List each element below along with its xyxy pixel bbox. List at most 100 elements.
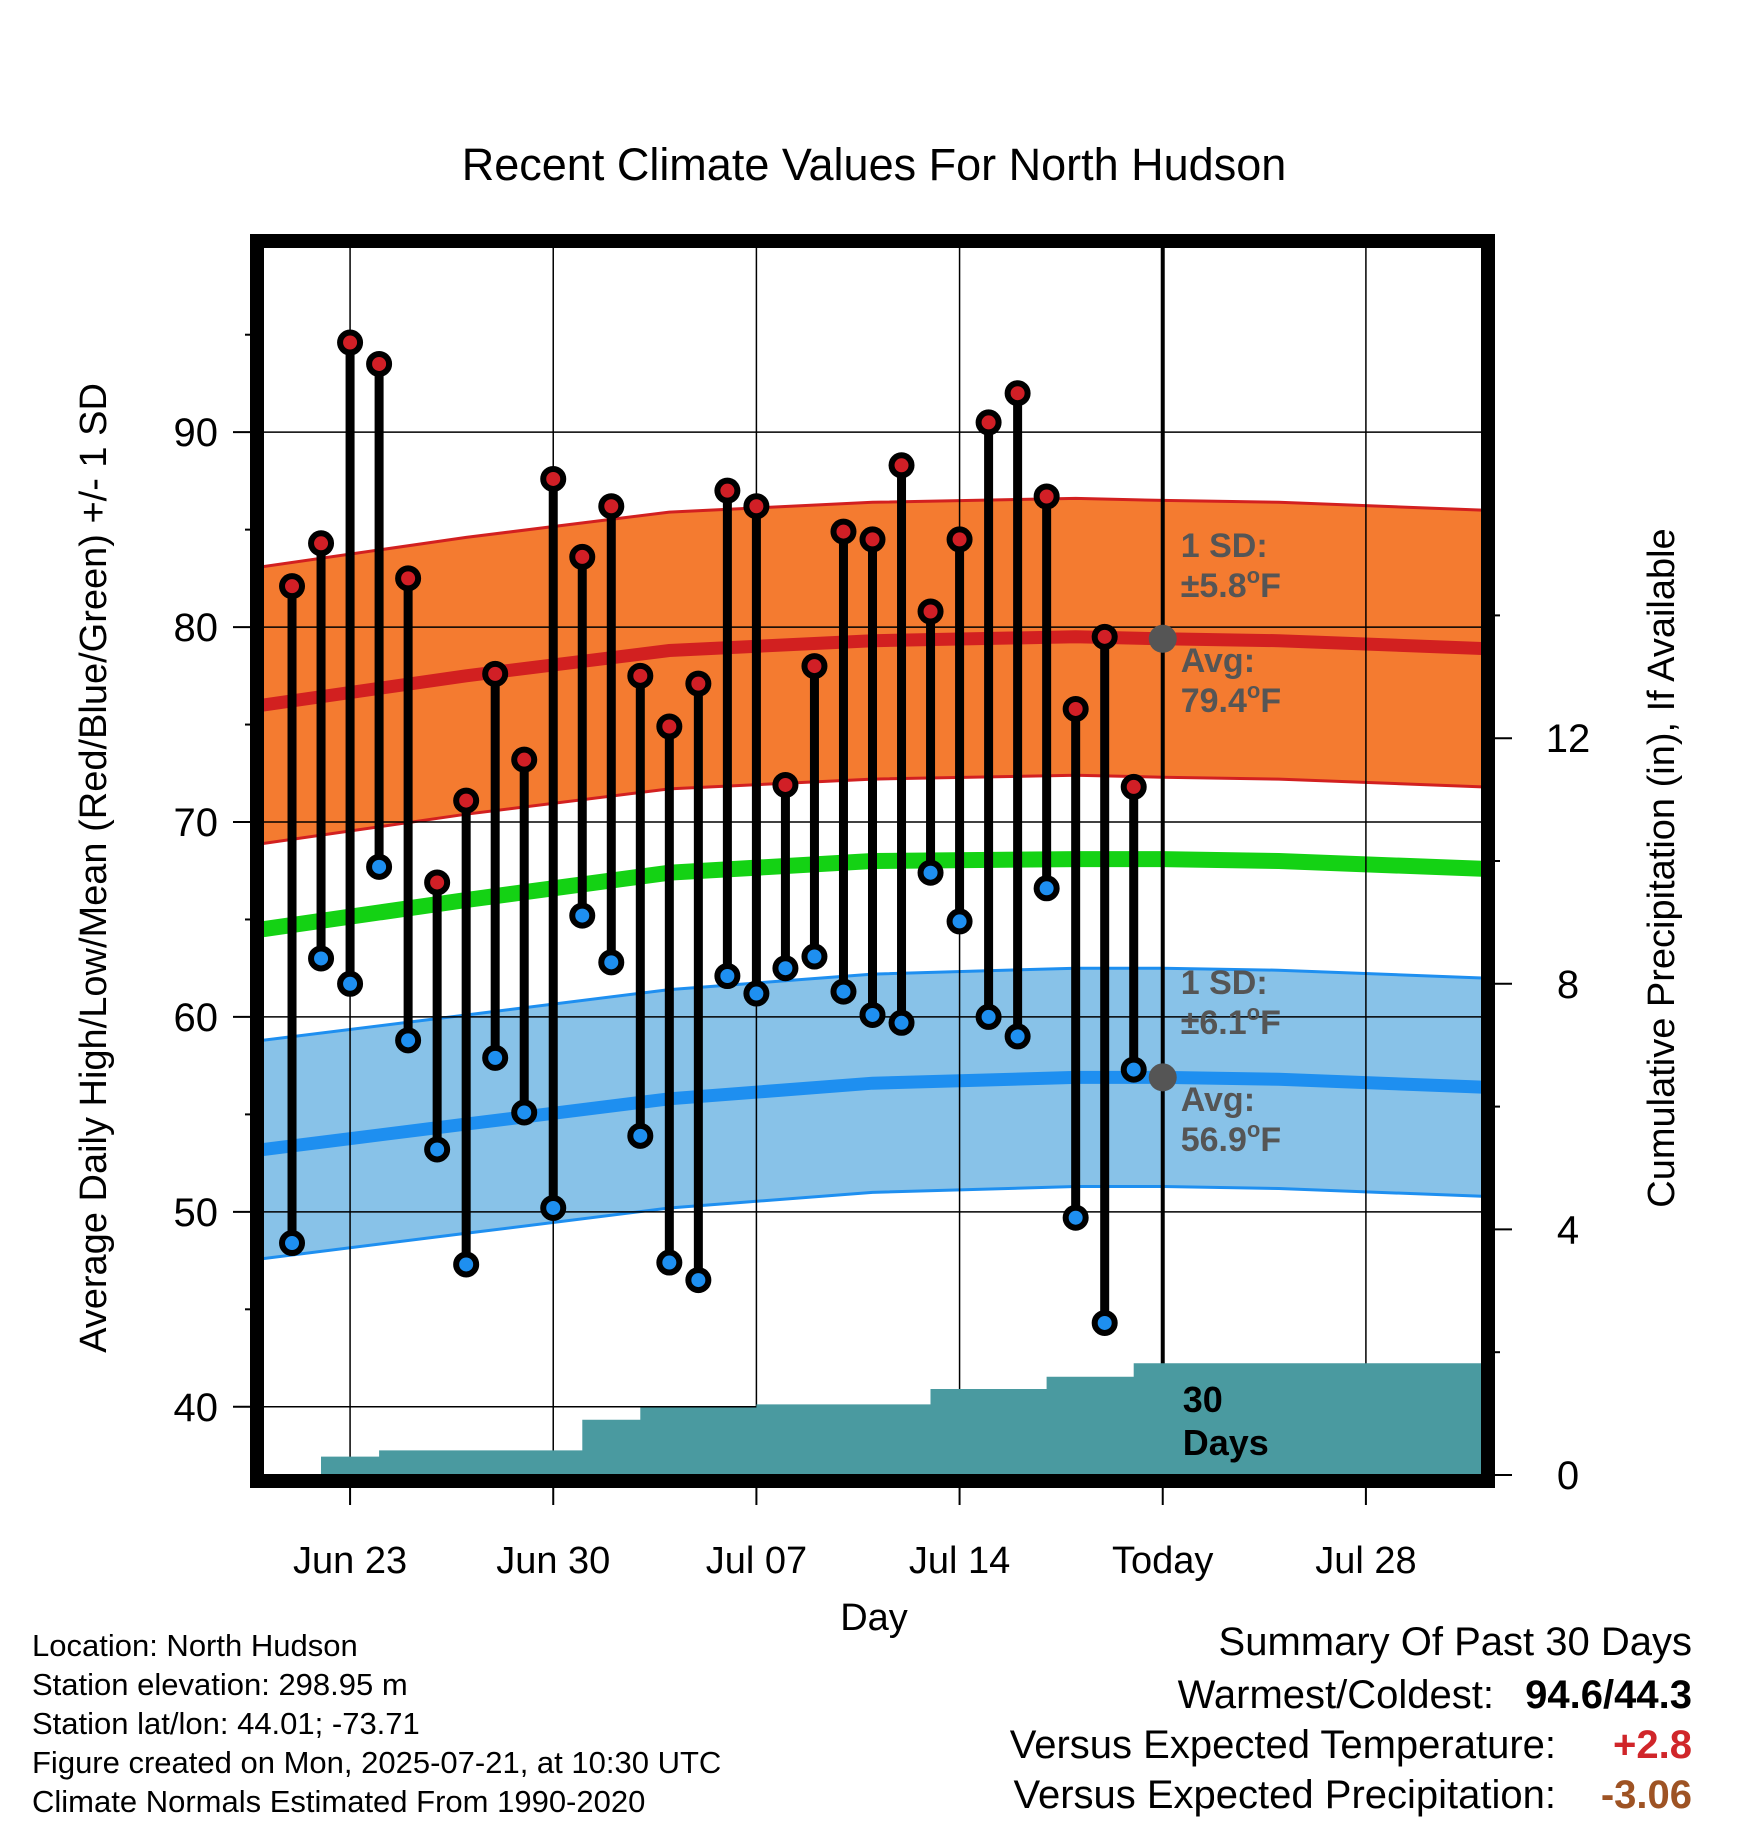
high-point: [859, 526, 886, 553]
low-point: [888, 1009, 915, 1036]
low-normal-line: [263, 1070, 1482, 1156]
x-tick-label: Jul 28: [1315, 1540, 1416, 1582]
low-band-upper-edge: [263, 966, 1482, 1042]
low-point: [946, 908, 973, 935]
summary-temp-row: Versus Expected Temperature: +2.8: [1010, 1720, 1692, 1770]
low-point: [772, 955, 799, 982]
unit-label: F: [1260, 567, 1281, 605]
summary-panel: Summary Of Past 30 Days Warmest/Coldest:…: [1010, 1618, 1692, 1820]
degree-symbol: o: [1247, 563, 1260, 588]
summary-heading: Summary Of Past 30 Days: [1218, 1620, 1692, 1664]
summary-precip-row: Versus Expected Precipitation: -3.06: [1010, 1770, 1692, 1820]
degree-symbol: o: [1247, 1117, 1260, 1142]
low-point: [801, 943, 828, 970]
high-point: [830, 518, 857, 545]
high-point: [1120, 773, 1147, 800]
low-point: [395, 1027, 422, 1054]
y2-tick-label: 4: [1557, 1208, 1579, 1252]
high-point: [395, 565, 422, 592]
low-point: [1062, 1204, 1089, 1231]
y2-tick-label: 0: [1557, 1454, 1579, 1498]
y2-tick-label: 12: [1546, 717, 1591, 761]
high-point: [337, 329, 364, 356]
low-sd-label: 1 SD:: [1181, 964, 1268, 1002]
high-avg-value: 79.4oF: [1181, 678, 1281, 720]
y-tick-label: 80: [174, 606, 219, 650]
low-point: [511, 1099, 538, 1126]
warmest-label: Warmest/Coldest:: [1177, 1673, 1494, 1717]
low-point: [598, 949, 625, 976]
high-point: [801, 653, 828, 680]
low-point: [1004, 1023, 1031, 1050]
high-point: [656, 713, 683, 740]
days-label-text: Days: [1183, 1422, 1269, 1463]
precipitation-area: [263, 1363, 1482, 1475]
high-today-marker: [1148, 624, 1177, 653]
high-sd-value: ±5.8oF: [1181, 563, 1281, 605]
low-avg-value-number: 56.9: [1181, 1121, 1247, 1159]
y-tick-label: 50: [174, 1191, 219, 1235]
x-tick-label: Today: [1112, 1540, 1213, 1582]
high-point: [569, 543, 596, 570]
high-point: [366, 350, 393, 377]
high-band-upper-edge: [263, 496, 1482, 569]
low-point: [714, 963, 741, 990]
unit-label: F: [1260, 682, 1281, 720]
latlon-text: Station lat/lon: 44.01; -73.71: [32, 1706, 420, 1741]
y-tick-label: 90: [174, 411, 219, 455]
x-tick-label: Jul 14: [909, 1540, 1010, 1582]
high-point: [946, 526, 973, 553]
x-tick-label: Jun 23: [293, 1540, 407, 1582]
high-point: [424, 869, 451, 896]
low-point: [917, 859, 944, 886]
low-point: [975, 1003, 1002, 1030]
high-sd-label: 1 SD:: [1181, 527, 1268, 565]
low-point: [830, 978, 857, 1005]
precip-value: -3.06: [1600, 1773, 1692, 1817]
low-point: [656, 1249, 683, 1276]
normals-text: Climate Normals Estimated From 1990-2020: [32, 1784, 646, 1819]
low-avg-label: Avg:: [1181, 1081, 1255, 1119]
unit-label: F: [1260, 1121, 1281, 1159]
low-point: [366, 853, 393, 880]
low-point: [279, 1230, 306, 1257]
high-avg-value-number: 79.4: [1181, 682, 1247, 720]
high-point: [598, 493, 625, 520]
temp-label: Versus Expected Temperature:: [1009, 1723, 1556, 1767]
high-point: [743, 493, 770, 520]
high-point: [627, 662, 654, 689]
high-point: [772, 771, 799, 798]
high-point: [917, 598, 944, 625]
axes-layer: 40 50 60 70 80 90 0 4 8 12 Jun 23 Jun 30 Jul 07 Jul 1…: [174, 234, 1591, 1582]
low-point: [1091, 1309, 1118, 1336]
degree-symbol: o: [1247, 678, 1260, 703]
low-sd-value: ±6.1oF: [1181, 1000, 1281, 1042]
high-sd-value-number: ±5.8: [1181, 567, 1247, 605]
y2-axis-label: Cumulative Precipitation (in), If Availa…: [1641, 528, 1683, 1207]
high-point: [714, 477, 741, 504]
low-point: [569, 902, 596, 929]
low-point: [540, 1194, 567, 1221]
low-point: [453, 1251, 480, 1278]
precipitation-layer: [263, 1363, 1482, 1475]
low-point: [424, 1136, 451, 1163]
precip-label: Versus Expected Precipitation:: [1013, 1773, 1556, 1817]
warmest-value: 94.6/44.3: [1525, 1673, 1692, 1717]
low-point: [482, 1044, 509, 1071]
y-tick-label: 60: [174, 996, 219, 1040]
x-tick-label: Jul 07: [706, 1540, 807, 1582]
low-point: [627, 1122, 654, 1149]
low-band-lower-edge: [263, 1185, 1482, 1261]
high-point: [1033, 483, 1060, 510]
location-text: Location: North Hudson: [32, 1628, 358, 1663]
low-point: [1033, 875, 1060, 902]
high-band-lower-edge: [263, 773, 1482, 845]
high-point: [308, 530, 335, 557]
x-axis-label: Day: [840, 1597, 908, 1639]
y2-tick-label: 8: [1557, 963, 1579, 1007]
y-tick-label: 40: [174, 1386, 219, 1430]
low-sd-value-number: ±6.1: [1181, 1004, 1247, 1042]
high-point: [453, 787, 480, 814]
high-point: [279, 573, 306, 600]
high-point: [1091, 623, 1118, 650]
